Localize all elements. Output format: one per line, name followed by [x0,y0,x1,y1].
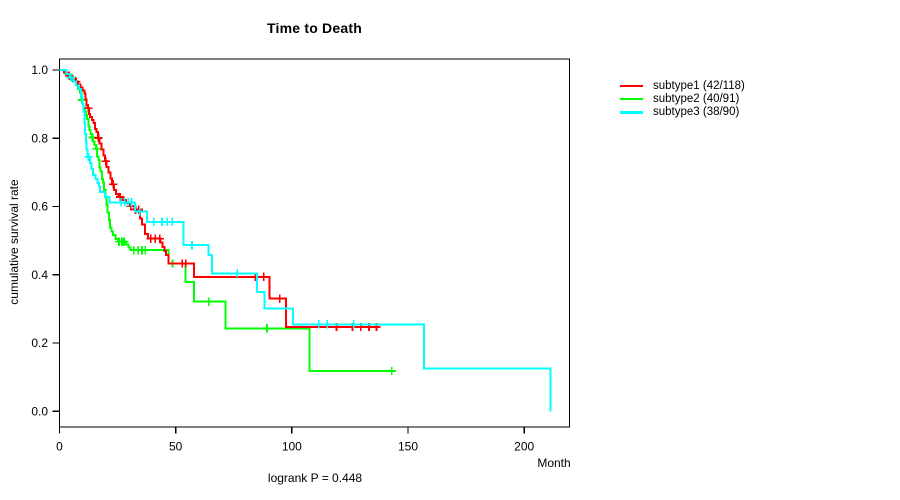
y-tick-label: 0.6 [31,200,48,214]
y-tick-label: 0.2 [31,336,48,350]
legend: subtype1 (42/118) subtype2 (40/91) subtype… [620,79,745,119]
plot-frame [58,58,571,428]
x-tick-label: 50 [169,440,183,454]
survival-curve-subtype2 [59,69,393,372]
censor-marks-subtype3 [66,73,359,329]
y-tick-label: 1.0 [31,63,48,77]
y-tick-label: 0.4 [31,268,48,282]
x-tick-label: 150 [398,440,418,454]
legend-item-subtype1: subtype1 (42/118) [620,79,745,92]
x-tick-label: 0 [56,440,63,454]
chart-title: Time to Death [267,20,362,36]
legend-label: subtype1 (42/118) [653,79,745,92]
y-tick-label: 0.8 [31,131,48,145]
legend-label: subtype2 (40/91) [653,93,740,106]
x-axis-label: Month [537,456,571,470]
legend-line-swatch [620,97,643,101]
legend-item-subtype3: subtype3 (38/90) [620,106,745,119]
survival-curve-subtype1 [59,69,378,328]
x-tick-label: 100 [282,440,302,454]
legend-label: subtype3 (38/90) [653,106,740,119]
logrank-p-annotation: logrank P = 0.448 [267,471,363,485]
x-tick-label: 200 [514,440,534,454]
legend-line-swatch [620,111,643,114]
censor-marks-subtype2 [67,73,396,376]
legend-item-subtype2: subtype2 (40/91) [620,92,745,105]
survival-curve-subtype3 [59,69,552,412]
legend-line-swatch [620,84,643,87]
y-tick-label: 0.0 [31,405,48,419]
